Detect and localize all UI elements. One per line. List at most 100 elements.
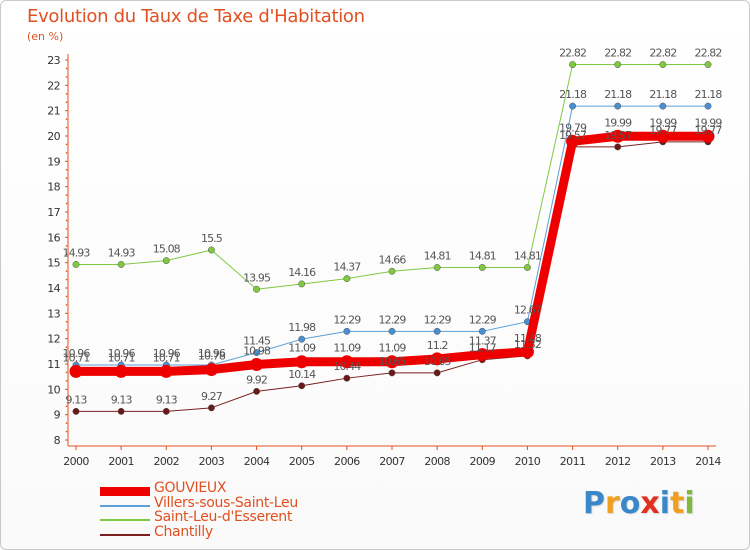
y-tick-label: 20 (47, 130, 60, 143)
data-point-saint-leu-d-esserent (523, 264, 531, 271)
y-tick-label: 10 (47, 383, 60, 396)
y-minor-tick (65, 430, 68, 433)
y-tick-label: 21 (47, 105, 60, 118)
y-tick-label: 11 (47, 358, 60, 371)
data-label-saint-leu-d-esserent: 14.16 (288, 266, 316, 279)
data-label-saint-leu-d-esserent: 13.95 (243, 271, 271, 284)
data-point-saint-leu-d-esserent (569, 61, 577, 69)
data-label-gouvieux: 19.99 (649, 116, 677, 129)
legend-swatch (100, 533, 150, 536)
data-point-villers-sous-saint-leu (659, 102, 667, 110)
data-point-gouvieux (475, 348, 489, 362)
legend-label: Chantilly (154, 523, 213, 540)
data-label-gouvieux: 11.09 (379, 342, 407, 355)
y-minor-tick (65, 304, 68, 306)
data-label-saint-leu-d-esserent: 14.81 (469, 249, 496, 262)
x-tick-label: 2002 (153, 455, 179, 468)
data-point-chantilly (388, 369, 396, 377)
data-label-chantilly: 9.13 (111, 393, 133, 406)
data-label-villers-sous-saint-leu: 12.29 (379, 313, 407, 326)
data-label-villers-sous-saint-leu: 21.18 (604, 88, 632, 101)
data-point-chantilly (162, 407, 170, 415)
chart-title: Evolution du Taux de Taxe d'Habitation (27, 6, 365, 27)
data-point-villers-sous-saint-leu (433, 327, 441, 335)
data-label-gouvieux: 10.71 (153, 351, 180, 364)
data-label-villers-sous-saint-leu: 21.18 (649, 88, 677, 101)
y-minor-tick (65, 320, 68, 323)
y-minor-tick (65, 76, 68, 78)
data-label-villers-sous-saint-leu: 10.96 (108, 347, 136, 360)
data-label-chantilly: 10.65 (379, 355, 407, 368)
data-point-villers-sous-saint-leu (388, 327, 396, 335)
y-minor-tick (65, 244, 68, 247)
data-label-saint-leu-d-esserent: 14.66 (379, 253, 407, 266)
data-label-gouvieux: 11.37 (469, 335, 497, 348)
data-label-gouvieux: 11.48 (514, 332, 542, 345)
data-label-gouvieux: 19.99 (695, 116, 723, 129)
data-label-saint-leu-d-esserent: 22.82 (695, 47, 722, 60)
data-point-chantilly (614, 143, 622, 151)
data-label-saint-leu-d-esserent: 22.82 (559, 47, 586, 60)
data-label-gouvieux: 19.99 (604, 116, 632, 129)
data-point-villers-sous-saint-leu (253, 349, 261, 357)
data-label-chantilly: 10.65 (424, 355, 452, 368)
data-label-villers-sous-saint-leu: 21.18 (559, 88, 587, 101)
logo-letter: x (640, 486, 660, 521)
y-minor-tick (65, 405, 68, 408)
data-label-saint-leu-d-esserent: 14.93 (63, 246, 91, 259)
data-point-villers-sous-saint-leu (298, 335, 306, 343)
data-label-chantilly: 9.13 (66, 393, 88, 406)
data-label-gouvieux: 11.09 (333, 342, 361, 355)
data-point-chantilly (253, 387, 261, 395)
y-minor-tick (65, 219, 68, 222)
y-minor-tick (65, 278, 68, 281)
data-label-villers-sous-saint-leu: 12.29 (469, 313, 497, 326)
data-point-saint-leu-d-esserent (253, 285, 261, 293)
logo-letter: r (605, 486, 620, 521)
plot-area: 14.93 14.93 15.08 15.5 13.95 14.16 14.37 14.66 1… (63, 47, 723, 415)
legend-swatch (100, 519, 150, 521)
data-point-gouvieux (159, 364, 173, 378)
unit-label: (en %) (27, 30, 64, 43)
x-tick-label: 2014 (695, 455, 721, 468)
data-point-saint-leu-d-esserent (207, 246, 215, 254)
data-point-saint-leu-d-esserent (72, 260, 80, 268)
data-point-gouvieux (611, 129, 625, 143)
y-minor-tick (65, 92, 68, 95)
data-point-gouvieux (520, 345, 534, 359)
y-minor-tick (65, 177, 68, 180)
data-point-gouvieux (340, 355, 354, 369)
y-minor-tick (65, 354, 68, 357)
y-minor-tick (65, 295, 68, 298)
data-label-gouvieux: 19.79 (559, 121, 587, 134)
y-minor-tick (65, 253, 68, 256)
y-tick-label: 9 (54, 409, 61, 422)
data-point-saint-leu-d-esserent (298, 280, 306, 288)
y-tick-label: 17 (47, 206, 60, 219)
y-minor-tick (65, 101, 68, 104)
data-point-gouvieux (295, 355, 309, 369)
data-label-chantilly: 19.57 (604, 129, 632, 142)
data-label-gouvieux: 11.09 (288, 342, 316, 355)
x-tick-label: 2005 (289, 455, 315, 468)
data-point-villers-sous-saint-leu (614, 102, 622, 110)
data-label-chantilly: 10.44 (333, 360, 361, 373)
x-tick-label: 2013 (650, 455, 676, 468)
y-tick-label: 15 (47, 257, 60, 270)
x-tick-label: 2006 (334, 455, 360, 468)
x-tick-label: 2003 (199, 455, 225, 468)
data-point-chantilly (343, 374, 351, 382)
y-tick-label: 16 (47, 231, 60, 244)
x-tick-label: 2000 (63, 455, 89, 468)
data-label-chantilly: 19.57 (559, 129, 587, 142)
data-point-chantilly (117, 407, 125, 415)
logo-letter: i (659, 486, 671, 521)
y-minor-tick (65, 422, 68, 424)
y-tick-label: 12 (47, 333, 60, 346)
x-tick-label: 2012 (605, 455, 631, 468)
data-point-gouvieux (701, 129, 715, 143)
data-label-chantilly: 9.27 (201, 390, 223, 403)
data-point-chantilly (72, 407, 80, 415)
logo-letter: P (583, 486, 605, 521)
